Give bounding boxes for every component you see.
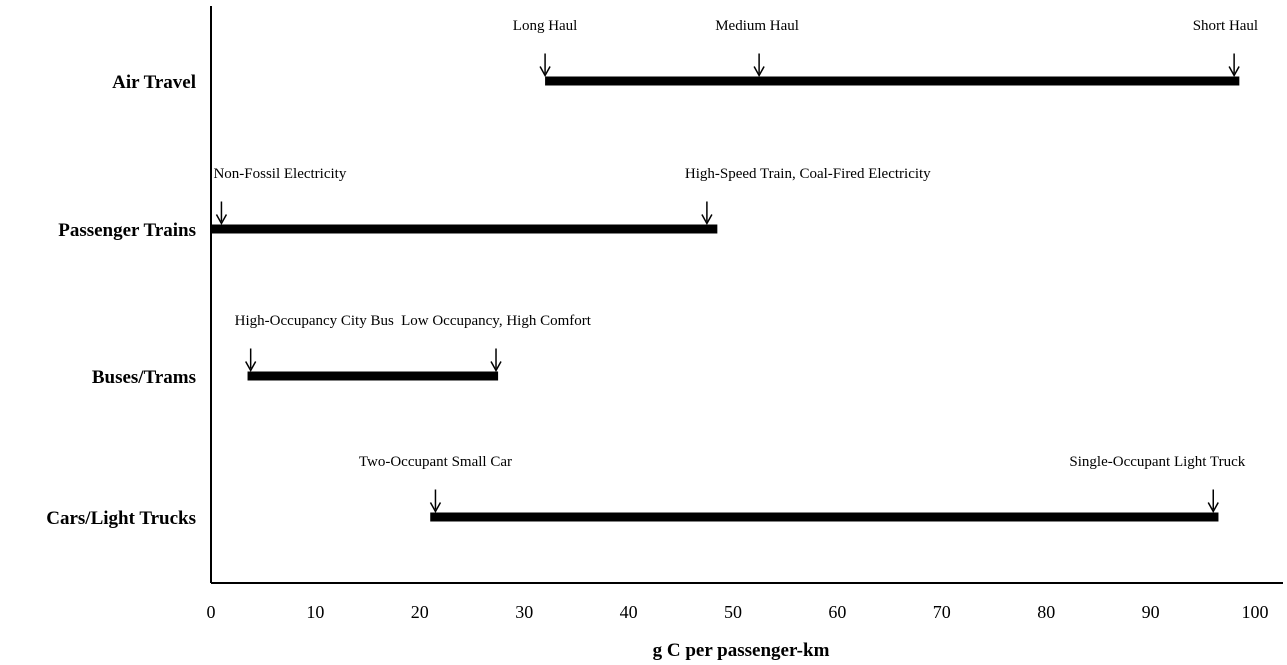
range-bar bbox=[247, 371, 499, 381]
category-label: Air Travel bbox=[112, 72, 196, 93]
axes bbox=[210, 6, 1283, 584]
annotation-label: Single-Occupant Light Truck bbox=[1069, 454, 1245, 470]
x-tick-label: 80 bbox=[1037, 602, 1055, 622]
x-tick-label: 40 bbox=[620, 602, 638, 622]
annotation-arrowhead bbox=[215, 214, 228, 226]
annotation-arrowhead bbox=[1207, 502, 1219, 514]
x-tick-label: 10 bbox=[306, 602, 324, 622]
category-label: Cars/Light Trucks bbox=[46, 508, 196, 529]
range-bar bbox=[211, 224, 718, 234]
x-tick-label: 0 bbox=[207, 602, 216, 622]
x-tick-label: 60 bbox=[828, 602, 846, 622]
x-tick-label: 30 bbox=[515, 602, 533, 622]
annotation-arrowhead bbox=[539, 66, 551, 78]
category-label: Passenger Trains bbox=[58, 220, 196, 241]
annotation-label: Short Haul bbox=[1193, 18, 1258, 34]
annotations: Long Haul Medium Haul Short Haul Non-Fossil… bbox=[213, 18, 1258, 514]
range-bar bbox=[430, 512, 1219, 522]
x-tick-label: 100 bbox=[1242, 602, 1269, 622]
annotation-arrowhead bbox=[490, 361, 502, 373]
category-labels: Air Travel Passenger Trains Buses/Trams Car… bbox=[46, 72, 196, 529]
range-bars bbox=[211, 76, 1240, 522]
range-bar bbox=[545, 76, 1240, 86]
annotation-label: High-Occupancy City Bus bbox=[235, 313, 394, 329]
x-tick-labels: 0 10 20 30 40 50 60 70 80 90 100 bbox=[207, 602, 1269, 622]
category-label: Buses/Trams bbox=[92, 367, 196, 388]
annotation-label: Low Occupancy, High Comfort bbox=[401, 313, 592, 329]
annotation-label: Long Haul bbox=[513, 18, 578, 34]
x-tick-label: 20 bbox=[411, 602, 429, 622]
annotation-arrowhead bbox=[429, 502, 442, 514]
x-axis-title: g C per passenger-km bbox=[653, 640, 830, 661]
annotation-arrowhead bbox=[753, 66, 765, 78]
annotation-label: High-Speed Train, Coal-Fired Electricity bbox=[685, 166, 931, 182]
annotation-label: Two-Occupant Small Car bbox=[359, 454, 512, 470]
x-tick-label: 50 bbox=[724, 602, 742, 622]
x-tick-label: 70 bbox=[933, 602, 951, 622]
annotation-label: Medium Haul bbox=[715, 18, 799, 34]
annotation-arrowhead bbox=[1228, 66, 1240, 78]
annotation-label: Non-Fossil Electricity bbox=[213, 166, 346, 182]
x-tick-label: 90 bbox=[1142, 602, 1160, 622]
annotation-arrowhead bbox=[245, 361, 257, 373]
annotation-arrowhead bbox=[701, 214, 713, 226]
